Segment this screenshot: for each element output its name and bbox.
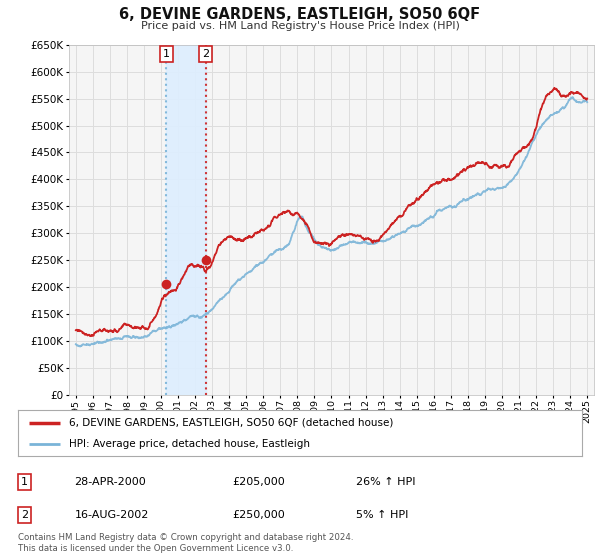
- Text: 1: 1: [21, 477, 28, 487]
- Text: £250,000: £250,000: [232, 510, 285, 520]
- Text: 26% ↑ HPI: 26% ↑ HPI: [356, 477, 416, 487]
- Text: 6, DEVINE GARDENS, EASTLEIGH, SO50 6QF: 6, DEVINE GARDENS, EASTLEIGH, SO50 6QF: [119, 7, 481, 22]
- Text: 2: 2: [202, 49, 209, 59]
- Text: 2: 2: [21, 510, 28, 520]
- Text: HPI: Average price, detached house, Eastleigh: HPI: Average price, detached house, East…: [69, 439, 310, 449]
- Text: 6, DEVINE GARDENS, EASTLEIGH, SO50 6QF (detached house): 6, DEVINE GARDENS, EASTLEIGH, SO50 6QF (…: [69, 418, 393, 428]
- Text: Price paid vs. HM Land Registry's House Price Index (HPI): Price paid vs. HM Land Registry's House …: [140, 21, 460, 31]
- Bar: [166, 45, 206, 395]
- Text: Contains HM Land Registry data © Crown copyright and database right 2024.
This d: Contains HM Land Registry data © Crown c…: [18, 533, 353, 553]
- Text: 5% ↑ HPI: 5% ↑ HPI: [356, 510, 409, 520]
- Text: 1: 1: [163, 49, 170, 59]
- Text: £205,000: £205,000: [232, 477, 285, 487]
- Text: 16-AUG-2002: 16-AUG-2002: [74, 510, 149, 520]
- Text: 28-APR-2000: 28-APR-2000: [74, 477, 146, 487]
